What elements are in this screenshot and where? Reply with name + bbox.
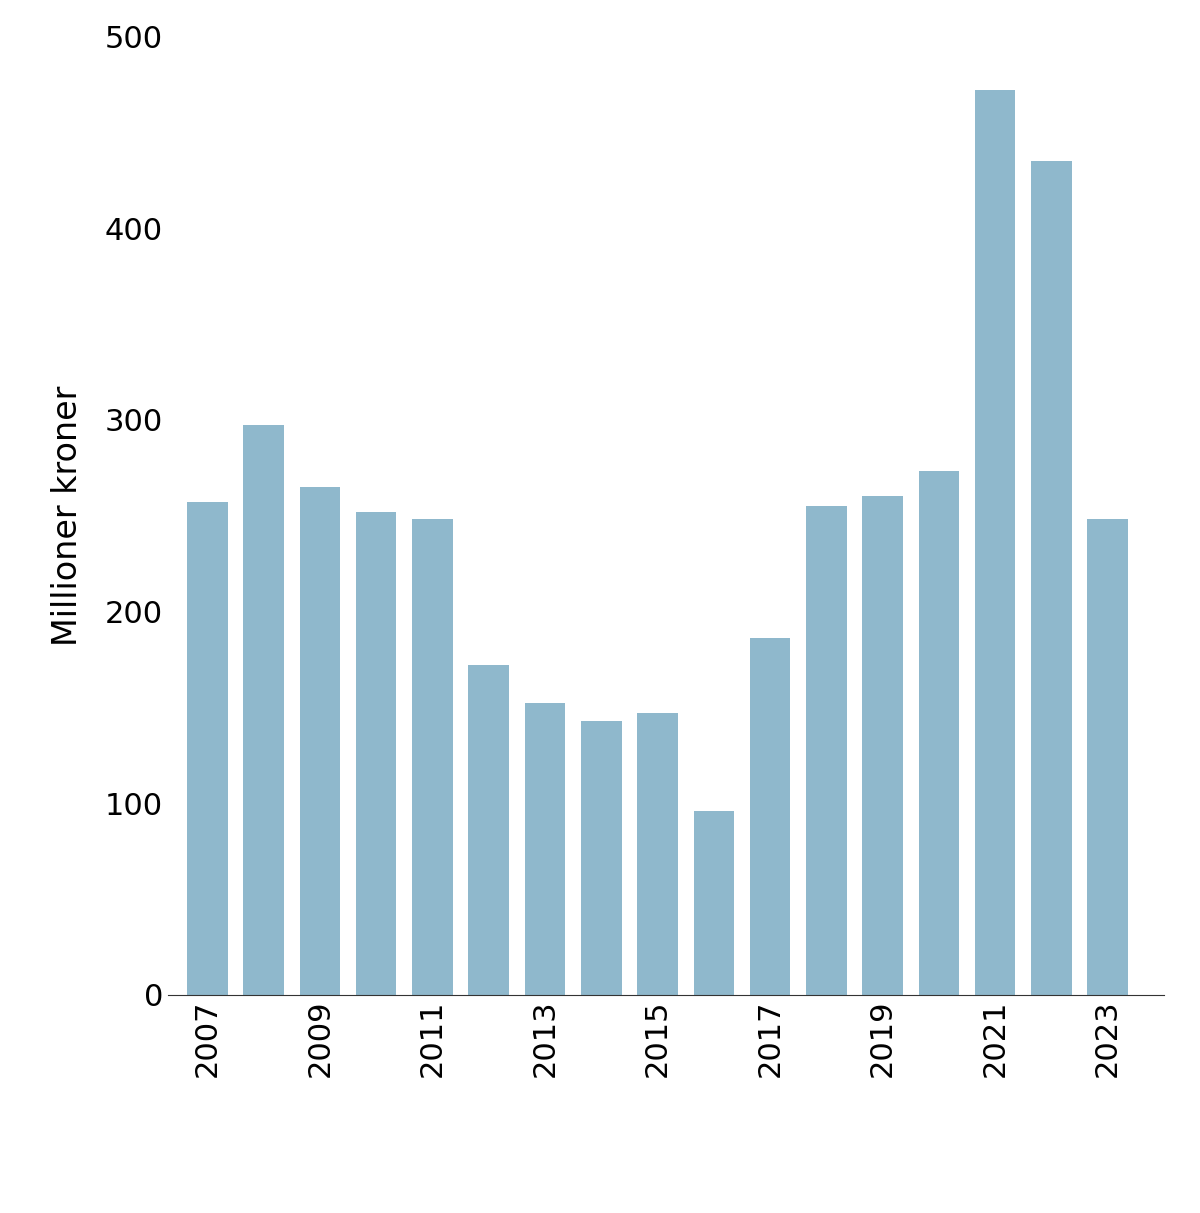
Bar [468,665,509,995]
Bar [356,512,396,995]
Y-axis label: Millioner kroner: Millioner kroner [52,386,84,645]
Bar [413,519,452,995]
Bar [244,426,284,995]
Bar [187,502,228,995]
Bar [806,506,847,995]
Bar [300,486,340,995]
Bar [863,496,902,995]
Bar [524,704,565,995]
Bar [581,721,622,995]
Bar [974,90,1015,995]
Bar [694,810,734,995]
Bar [637,713,678,995]
Bar [750,638,791,995]
Bar [1031,161,1072,995]
Bar [1087,519,1128,995]
Bar [919,472,959,995]
